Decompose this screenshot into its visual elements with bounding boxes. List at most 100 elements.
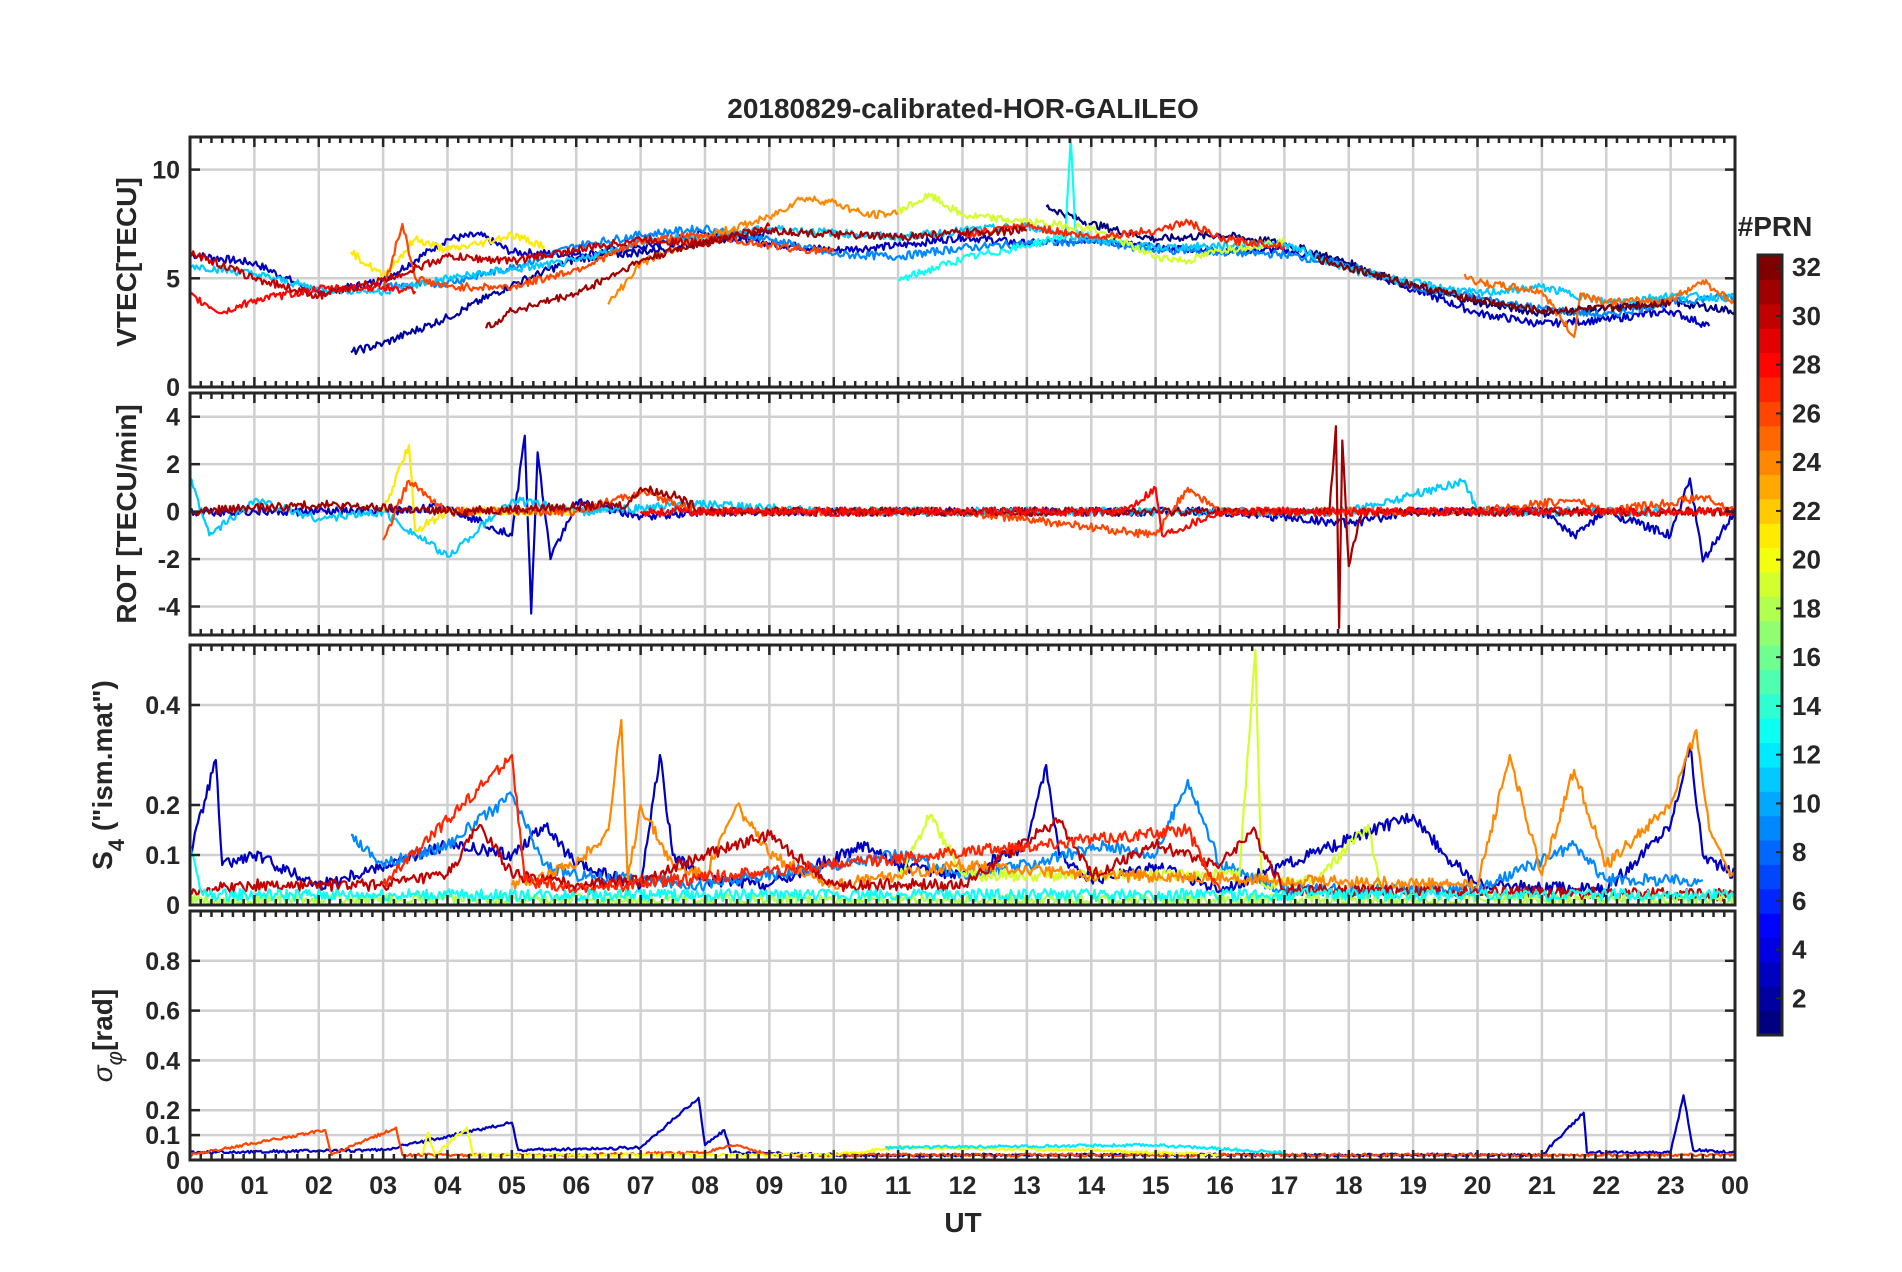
ticks-vtec [188,137,1737,389]
y-tick-label-rot: 2 [166,451,180,479]
x-tick-label: 18 [1335,1172,1363,1200]
chart-title: 20180829-calibrated-HOR-GALILEO [727,93,1199,124]
colorbar-tick-label: 28 [1792,350,1821,380]
x-tick-label: 14 [1077,1172,1105,1200]
y-tick-label-rot: 0 [166,499,180,527]
colorbar-segment [1758,864,1782,890]
colorbar-segment [1758,718,1782,744]
x-tick-label: 04 [434,1172,462,1200]
x-tick-label: 06 [562,1172,590,1200]
colorbar-segment [1758,425,1782,451]
x-tick-label: 01 [240,1172,268,1200]
colorbar-box [1756,253,1784,1037]
x-tick-label: 11 [885,1172,912,1200]
x-tick-label: 10 [820,1172,848,1200]
colorbar-segment [1758,1010,1782,1036]
y-axis-label-sigma: σφ[rad] [87,989,127,1082]
x-tick-label: 07 [627,1172,655,1200]
colorbar-segment [1758,766,1782,792]
x-tick-label: 08 [691,1172,719,1200]
colorbar-segment [1758,474,1782,500]
ticks-s4 [188,645,1737,907]
panel-sigma: 00.10.2 0.4 0.6 0.8 σφ[rad] 00 01 02 03 04 05 06 07 0… [87,909,1749,1200]
x-axis-label: UT [944,1207,981,1238]
x-tick-label: 16 [1206,1172,1234,1200]
y-tick-label-sigma: 0.2 [145,1097,180,1125]
panel-vtec: 0 5 10 VTEC[TECU] [111,135,1737,402]
series-prn-27 [382,753,1222,896]
series-prn-31 [485,225,1028,329]
colorbar-tick-label: 10 [1792,788,1821,818]
colorbar-segment [1758,328,1782,354]
colorbar-tick-label: 16 [1792,642,1821,672]
series-prn-19 [897,648,1382,891]
x-tick-label: 22 [1592,1172,1620,1200]
series-prn-9 [350,778,1704,897]
colorbar-segment [1758,961,1782,987]
x-tick-label: 00 [176,1172,204,1200]
x-tick-label: 02 [305,1172,333,1200]
colorbar-segment [1758,571,1782,597]
y-axis-label-vtec: VTEC[TECU] [111,177,142,347]
panel-rot: -4 -2 0 2 4 ROT [TECU/min] [111,391,1737,637]
colorbar-tick-label: 2 [1792,983,1806,1013]
colorbar-tick-label: 32 [1792,252,1821,282]
series-prn-24 [510,718,1735,892]
x-tick-label: 17 [1270,1172,1298,1200]
colorbar-tick-label: 22 [1792,496,1821,526]
y-tick-label-vtec: 10 [152,157,180,185]
y-tick-label-sigma: 0.8 [145,948,180,976]
series-prn-32 [1315,255,1672,315]
y-axis-label-rot: ROT [TECU/min] [111,404,142,623]
colorbar-tick-label: 26 [1792,398,1821,428]
series-prn-9 [382,224,1735,319]
x-tick-label: 00 [1721,1172,1749,1200]
y-tick-label-s4: 0.1 [145,842,180,870]
colorbar-label: #PRN [1738,211,1813,242]
colorbar-tick-label: 4 [1792,935,1807,965]
colorbar-segment [1758,523,1782,549]
colorbar-tick-label: 30 [1792,301,1821,331]
series-prn-26 [382,222,835,292]
x-tick-label: 09 [755,1172,783,1200]
colorbar-tick-label: 6 [1792,886,1806,916]
colorbar-segment [1758,620,1782,646]
ticks-rot [188,393,1737,635]
colorbar-tick-label: 12 [1792,740,1821,770]
x-tick-label: 20 [1464,1172,1492,1200]
colorbar-tick-label: 20 [1792,545,1821,575]
series-prn-25 [1463,273,1735,339]
y-tick-label-rot: -4 [158,594,180,622]
x-tick-label: 03 [369,1172,397,1200]
y-tick-label-s4: 0.2 [145,792,180,820]
y-tick-label-sigma: 0.6 [145,998,180,1026]
series-prn-28 [639,485,1735,538]
y-tick-label-rot: -2 [158,546,180,574]
series-prn-13 [897,138,1092,282]
colorbar-tick-label: 24 [1792,447,1821,477]
series-prn-11 [190,222,1735,306]
x-tick-label: 05 [498,1172,526,1200]
series-prn-12 [884,1142,1286,1155]
y-tick-label-rot: 4 [166,404,180,432]
y-tick-label-vtec: 5 [166,265,180,293]
y-tick-label-sigma: 0.4 [145,1047,180,1075]
colorbar-segment [1758,669,1782,695]
x-tick-label: 13 [1013,1172,1041,1200]
colorbar-tick-label: 14 [1792,691,1821,721]
y-tick-label-sigma: 0 [166,1147,180,1175]
x-tick-label: 12 [949,1172,977,1200]
y-axis-label-s4: S4 ("ism.mat") [87,680,129,870]
colorbar-segment [1758,815,1782,841]
colorbar-segment [1758,279,1782,305]
series-prn-24 [607,195,899,305]
series-prn-21 [349,231,546,278]
series-prn-19 [897,192,1286,265]
series-group-vtec [190,138,1735,356]
y-tick-label-vtec: 0 [166,374,180,402]
y-tick-label-sigma: 0.1 [145,1122,180,1150]
series-prn-30 [190,222,771,300]
colorbar-segment [1758,913,1782,939]
